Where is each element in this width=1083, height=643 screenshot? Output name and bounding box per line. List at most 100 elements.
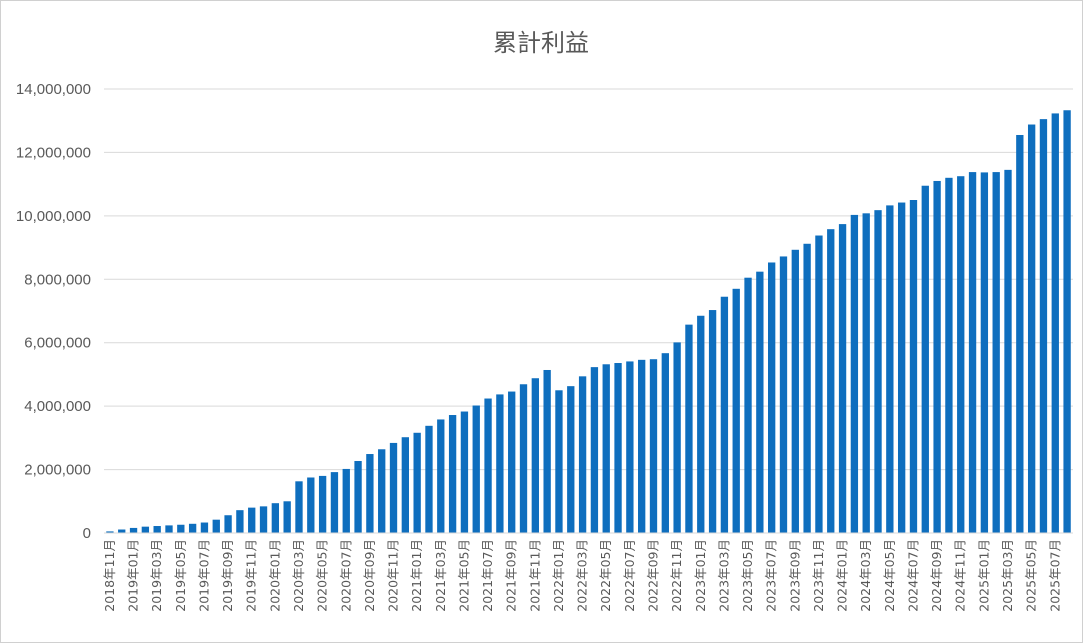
x-tick-label: 2019年09月 — [220, 539, 235, 612]
bar — [188, 523, 197, 533]
y-tick-label: 14,000,000 — [16, 81, 91, 98]
x-tick-label: 2021年09月 — [504, 539, 519, 612]
x-tick-label: 2021年05月 — [456, 539, 471, 612]
x-tick-label: 2020年11月 — [386, 539, 401, 612]
x-tick-label: 2024年03月 — [858, 539, 873, 612]
bar — [708, 310, 717, 533]
bar — [874, 210, 882, 533]
bar — [543, 369, 551, 533]
x-tick-label: 2020年03月 — [291, 539, 306, 612]
bar — [295, 481, 303, 533]
x-tick-label: 2023年03月 — [716, 539, 731, 612]
bar — [508, 391, 516, 533]
bar — [1016, 134, 1024, 534]
bar — [460, 411, 469, 533]
x-tick-label: 2021年11月 — [527, 539, 542, 612]
x-tick-label: 2021年03月 — [433, 539, 448, 612]
x-tick-label: 2021年01月 — [409, 539, 424, 612]
x-tick-label: 2025年07月 — [1047, 539, 1062, 612]
bar — [1063, 110, 1071, 533]
x-tick-label: 2024年01月 — [835, 539, 850, 612]
bar — [649, 359, 658, 533]
bar — [685, 324, 693, 533]
bar — [496, 394, 504, 533]
bar — [342, 468, 350, 533]
x-tick-label: 2021年07月 — [480, 539, 495, 612]
x-tick-label: 2023年07月 — [764, 539, 779, 612]
x-tick-label: 2020年05月 — [315, 539, 330, 612]
bar — [153, 526, 161, 533]
bar — [330, 472, 339, 533]
bar — [862, 213, 870, 533]
x-tick-label: 2025年01月 — [976, 539, 991, 612]
bar — [129, 527, 138, 533]
bar — [673, 342, 681, 533]
bar — [838, 224, 847, 533]
x-tick-label: 2024年05月 — [882, 539, 897, 612]
bars — [106, 110, 1071, 534]
x-tick-label: 2023年09月 — [787, 539, 802, 612]
bar — [1051, 113, 1059, 534]
x-tick-label: 2019年01月 — [126, 539, 141, 612]
bar — [118, 529, 126, 533]
bar — [590, 367, 599, 533]
bar — [968, 172, 977, 533]
x-tick-label: 2024年11月 — [953, 539, 968, 612]
bar — [425, 425, 433, 533]
y-tick-label: 2,000,000 — [24, 462, 91, 479]
bar — [366, 454, 374, 533]
y-tick-label: 12,000,000 — [16, 144, 91, 161]
bar — [236, 510, 244, 533]
bar — [602, 364, 610, 533]
x-tick-label: 2022年05月 — [598, 539, 613, 612]
y-tick-label: 6,000,000 — [24, 335, 91, 352]
bar — [638, 359, 646, 533]
bar — [697, 315, 705, 533]
bar — [555, 390, 563, 533]
bar — [106, 531, 114, 533]
bar — [318, 475, 327, 533]
bar — [224, 515, 232, 533]
x-tick-label: 2019年07月 — [196, 539, 211, 612]
chart-title: 累計利益 — [493, 29, 589, 57]
bar — [933, 180, 941, 533]
x-tick-label: 2020年01月 — [267, 539, 282, 612]
x-tick-label: 2025年05月 — [1024, 539, 1039, 612]
bar — [803, 243, 811, 533]
y-tick-label: 8,000,000 — [24, 271, 91, 288]
y-axis-ticks: 0 2,000,000 4,000,000 6,000,000 8,000,000 10,… — [16, 81, 91, 542]
bar — [779, 256, 788, 533]
bar — [768, 262, 776, 533]
x-tick-label: 2019年03月 — [149, 539, 164, 612]
bar — [957, 176, 965, 533]
y-tick-label: 4,000,000 — [24, 398, 91, 415]
x-axis-ticks: 2018年11月 2019年01月 2019年03月 2019年05月 2019年07月… — [102, 539, 1062, 612]
gridlines — [104, 88, 1073, 471]
bar — [531, 378, 539, 533]
x-tick-label: 2023年11月 — [811, 539, 826, 612]
bar — [413, 432, 421, 533]
bar — [484, 398, 492, 533]
bar — [945, 177, 953, 534]
y-tick-label: 10,000,000 — [16, 208, 91, 225]
bar — [980, 172, 989, 533]
x-tick-label: 2020年09月 — [362, 539, 377, 612]
x-tick-label: 2018年11月 — [102, 539, 117, 612]
x-tick-label: 2022年09月 — [645, 539, 660, 612]
bar — [378, 449, 386, 533]
bar — [141, 526, 150, 533]
bar — [815, 235, 823, 533]
x-tick-label: 2024年09月 — [929, 539, 944, 612]
bar — [519, 384, 528, 533]
bar — [1039, 119, 1048, 533]
x-tick-label: 2022年01月 — [551, 539, 566, 612]
x-tick-label: 2019年05月 — [173, 539, 188, 612]
bar — [248, 507, 256, 533]
x-tick-label: 2023年01月 — [693, 539, 708, 612]
bar — [212, 519, 220, 533]
bar — [1004, 169, 1012, 533]
bar — [401, 437, 409, 533]
bar — [744, 277, 752, 533]
bar — [307, 477, 315, 533]
